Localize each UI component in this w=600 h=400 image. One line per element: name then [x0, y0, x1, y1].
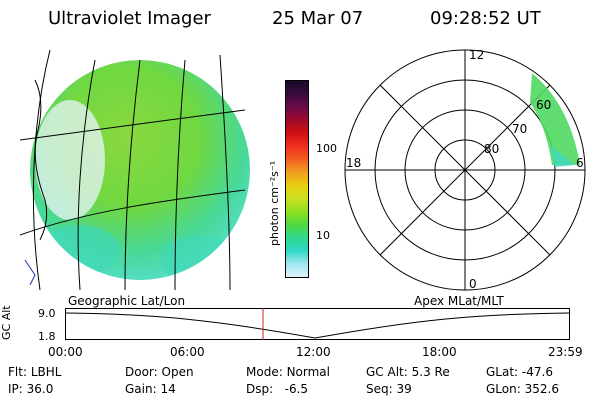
info-seq: Seq: 39	[366, 382, 412, 396]
time-tick-1800: 18:00	[422, 345, 457, 359]
info-gain: Gain: 14	[125, 382, 176, 396]
apex-map-label: Apex MLat/MLT	[414, 294, 504, 308]
polar-emission-arc	[530, 73, 580, 165]
mlat-label-80: 80	[484, 142, 499, 156]
mlat-label-70: 70	[512, 122, 527, 136]
mlt-label-18: 18	[346, 156, 361, 170]
altitude-ylabel: GC Alt	[0, 305, 13, 340]
info-dsp: Dsp: -6.5	[246, 382, 309, 396]
time-tick-0600: 06:00	[170, 345, 205, 359]
observation-time: 09:28:52 UT	[430, 8, 541, 29]
altitude-ytick-high: 9.0	[38, 307, 56, 320]
observation-date: 25 Mar 07	[272, 8, 364, 29]
geo-map-label: Geographic Lat/Lon	[68, 294, 186, 308]
info-ip: IP: 36.0	[8, 382, 54, 396]
colorbar-tick-100: 100	[316, 142, 337, 155]
colorbar-unit-label: photon cm⁻²s⁻¹	[268, 160, 281, 246]
mlat-label-60: 60	[536, 98, 551, 112]
info-gc-alt: GC Alt: 5.3 Re	[366, 365, 450, 379]
geographic-image-panel	[20, 50, 250, 290]
mlt-label-12: 12	[469, 48, 484, 62]
coastline-blue	[24, 259, 36, 286]
altitude-plot	[65, 308, 570, 340]
time-tick-2359: 23:59	[548, 345, 583, 359]
info-glon: GLon: 352.6	[486, 382, 559, 396]
mlt-label-6: 6	[576, 156, 584, 170]
uv-emission-disk	[30, 60, 250, 280]
apex-polar-plot: 12 18 6 0 60 70 80	[344, 48, 586, 291]
info-mode: Mode: Normal	[246, 365, 330, 379]
info-filter: Flt: LBHL	[8, 365, 62, 379]
coastline	[34, 79, 48, 241]
lat-lon-grid	[20, 50, 246, 290]
time-tick-0000: 00:00	[48, 345, 83, 359]
colorbar	[285, 80, 309, 278]
time-tick-1200: 12:00	[296, 345, 331, 359]
altitude-ytick-low: 1.8	[38, 330, 56, 343]
mlt-label-0: 0	[469, 277, 477, 291]
colorbar-tick-10: 10	[316, 229, 330, 242]
info-glat: GLat: -47.6	[486, 365, 553, 379]
info-door: Door: Open	[125, 365, 194, 379]
altitude-curve	[65, 312, 570, 339]
instrument-title: Ultraviolet Imager	[48, 8, 211, 29]
